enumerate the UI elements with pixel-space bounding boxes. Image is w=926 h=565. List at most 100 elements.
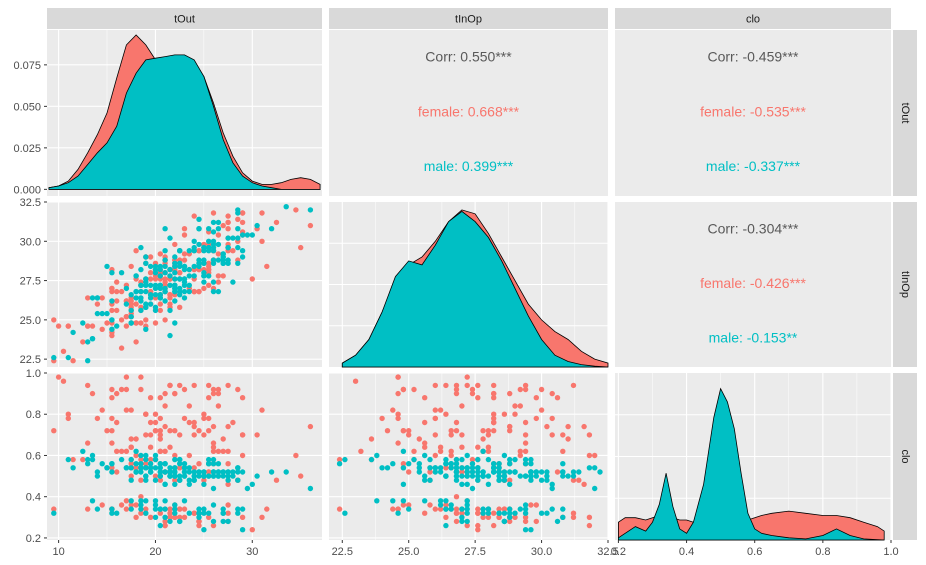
scatter-point-female xyxy=(459,469,465,475)
scatter-point-female xyxy=(162,522,168,529)
x-tick-label: 10 xyxy=(52,546,64,558)
corr-overall-label: Corr: 0.550*** xyxy=(425,49,512,65)
scatter-point-female xyxy=(128,473,134,479)
scatter-point-female xyxy=(123,448,130,454)
scatter-point-male xyxy=(239,506,246,512)
scatter-point-male xyxy=(123,465,130,471)
scatter-point-male xyxy=(181,276,188,282)
scatter-point-female xyxy=(128,502,134,508)
scatter-point-female xyxy=(522,419,529,426)
scatter-point-female xyxy=(432,407,438,413)
scatter-point-female xyxy=(422,419,428,426)
scatter-point-female xyxy=(416,436,422,442)
scatter-point-male xyxy=(215,226,222,232)
scatter-point-female xyxy=(85,506,91,512)
scatter-point-male xyxy=(390,461,396,467)
scatter-point-male xyxy=(181,282,188,288)
scatter-point-female xyxy=(196,518,202,525)
scatter-point-male xyxy=(215,469,222,475)
scatter-point-female xyxy=(89,323,96,329)
scatter-point-male xyxy=(254,222,260,229)
scatter-point-male xyxy=(206,248,212,254)
scatter-point-female xyxy=(453,518,460,525)
scatter-point-female xyxy=(507,390,513,397)
scatter-point-male xyxy=(172,254,178,260)
scatter-point-female xyxy=(496,514,502,520)
scatter-point-male xyxy=(177,263,183,270)
scatter-point-male xyxy=(507,506,513,512)
scatter-point-female xyxy=(172,390,178,397)
scatter-point-female xyxy=(432,506,438,512)
scatter-point-male xyxy=(186,469,192,475)
scatter-point-male xyxy=(128,498,134,504)
scatter-point-male xyxy=(496,465,502,471)
scatter-point-female xyxy=(138,374,144,380)
scatter-point-male xyxy=(522,506,529,512)
scatter-point-male xyxy=(249,232,255,238)
scatter-point-male xyxy=(225,477,231,483)
strip-top-label: clo xyxy=(746,14,760,26)
scatter-point-female xyxy=(422,444,428,450)
panel-clo-clo xyxy=(615,373,892,541)
scatter-point-female xyxy=(167,510,173,516)
scatter-point-female xyxy=(133,514,139,520)
scatter-point-male xyxy=(177,477,183,483)
scatter-point-female xyxy=(453,428,460,434)
scatter-point-male xyxy=(453,473,460,479)
scatter-point-male xyxy=(186,510,192,516)
scatter-point-male xyxy=(570,469,577,475)
scatter-point-male xyxy=(152,456,159,463)
scatter-point-male xyxy=(400,498,407,504)
scatter-point-male xyxy=(235,465,241,471)
scatter-point-male xyxy=(230,235,236,241)
scatter-point-male xyxy=(480,510,486,516)
scatter-point-female xyxy=(206,469,212,475)
scatter-point-female xyxy=(157,395,163,401)
scatter-point-female xyxy=(406,502,412,508)
scatter-point-male xyxy=(181,288,188,295)
y-tick-label: 0.6 xyxy=(26,450,41,462)
scatter-point-male xyxy=(374,452,380,459)
scatter-point-male xyxy=(138,469,144,475)
scatter-point-female xyxy=(123,314,130,320)
scatter-point-female xyxy=(181,251,188,257)
scatter-point-male xyxy=(448,465,454,471)
scatter-point-male xyxy=(254,473,260,479)
scatter-point-female xyxy=(358,448,364,454)
scatter-point-female xyxy=(85,440,91,446)
scatter-point-male xyxy=(538,510,545,516)
scatter-point-male xyxy=(549,481,555,487)
scatter-point-male xyxy=(201,510,207,516)
scatter-point-male xyxy=(406,506,412,512)
scatter-point-male xyxy=(437,502,444,508)
scatter-point-female xyxy=(60,348,67,354)
density-male-clo xyxy=(617,387,885,541)
scatter-point-female xyxy=(167,382,173,389)
scatter-point-female xyxy=(432,415,438,422)
scatter-point-female xyxy=(196,288,202,295)
scatter-point-male xyxy=(152,266,159,273)
scatter-point-male xyxy=(268,226,275,232)
scatter-point-female xyxy=(167,514,173,520)
scatter-point-male xyxy=(147,469,154,475)
scatter-point-female xyxy=(491,428,497,434)
scatter-point-male xyxy=(109,317,115,323)
scatter-point-male xyxy=(342,510,348,516)
scatter-point-male xyxy=(147,263,154,270)
strip-top-tOut xyxy=(47,8,322,29)
scatter-point-female xyxy=(114,469,120,475)
scatter-point-male xyxy=(143,304,149,310)
scatter-point-male xyxy=(147,461,154,467)
scatter-point-male xyxy=(491,461,497,467)
scatter-point-female xyxy=(147,395,154,401)
scatter-point-female xyxy=(167,295,173,301)
scatter-point-female xyxy=(206,266,212,273)
scatter-point-female xyxy=(522,448,529,454)
scatter-point-female xyxy=(147,419,154,426)
scatter-point-female xyxy=(475,522,481,529)
scatter-point-male xyxy=(191,469,197,475)
panel-tInOp-tOut xyxy=(47,201,322,367)
scatter-point-female xyxy=(177,304,183,310)
scatter-point-male xyxy=(85,456,91,463)
scatter-point-male xyxy=(560,461,566,467)
